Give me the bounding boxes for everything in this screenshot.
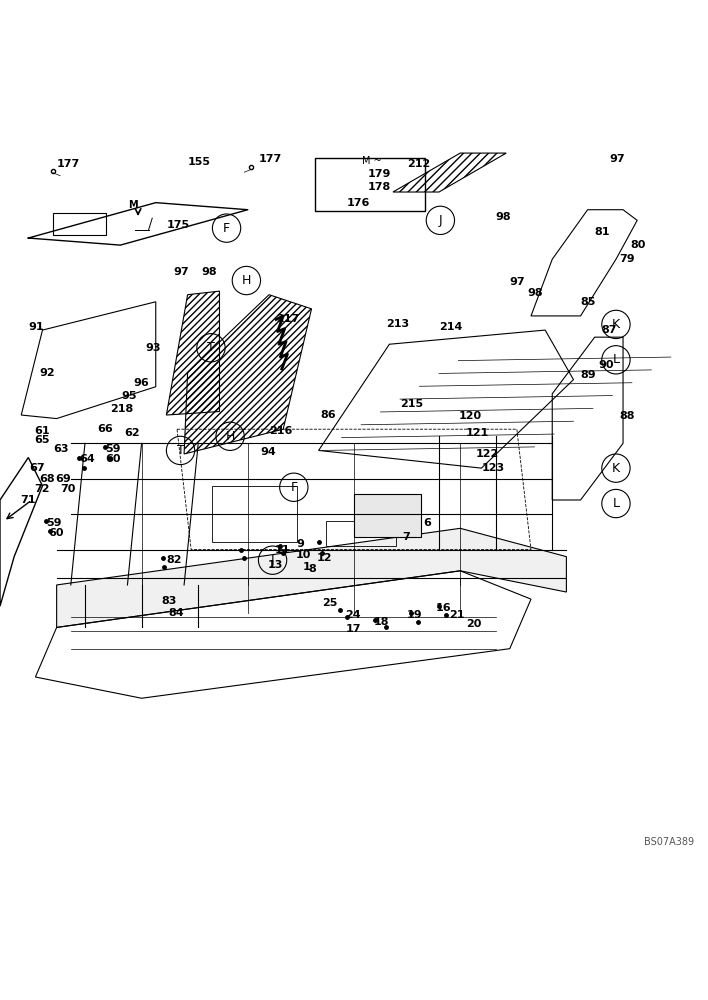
Text: 155: 155 — [188, 157, 210, 167]
Text: 8: 8 — [308, 564, 316, 574]
Text: 20: 20 — [466, 619, 481, 629]
Text: 87: 87 — [602, 325, 617, 335]
Text: 19: 19 — [407, 610, 423, 620]
Text: J: J — [438, 214, 442, 227]
Text: 123: 123 — [481, 463, 505, 473]
Bar — [354, 494, 421, 537]
Text: 97: 97 — [173, 267, 189, 277]
Text: K: K — [612, 462, 620, 475]
Text: J: J — [270, 554, 275, 567]
Text: 13: 13 — [268, 560, 283, 570]
Text: 59: 59 — [105, 444, 120, 454]
Text: 95: 95 — [122, 391, 137, 401]
Text: 215: 215 — [400, 399, 423, 409]
Text: 98: 98 — [527, 288, 543, 298]
Text: 176: 176 — [347, 198, 370, 208]
Text: 62: 62 — [124, 428, 139, 438]
Text: 80: 80 — [630, 240, 646, 250]
Text: 92: 92 — [39, 368, 55, 378]
Text: 90: 90 — [598, 360, 614, 370]
Text: 89: 89 — [581, 370, 596, 380]
Text: 97: 97 — [510, 277, 525, 287]
Text: K: K — [612, 318, 620, 331]
Text: T: T — [177, 444, 184, 457]
Text: 178: 178 — [368, 182, 392, 192]
Text: 9: 9 — [296, 539, 304, 549]
Text: 18: 18 — [374, 617, 389, 627]
Text: 86: 86 — [320, 410, 336, 420]
Text: 64: 64 — [79, 454, 95, 464]
Text: 177: 177 — [57, 159, 80, 169]
Text: 12: 12 — [317, 553, 333, 563]
Text: 214: 214 — [439, 322, 462, 332]
Text: 67: 67 — [30, 463, 45, 473]
Bar — [315, 158, 425, 211]
Text: 94: 94 — [261, 447, 276, 457]
Text: 21: 21 — [450, 610, 465, 620]
Text: 98: 98 — [496, 212, 511, 222]
Text: L: L — [612, 353, 620, 366]
Text: 217: 217 — [276, 314, 299, 324]
Text: T: T — [207, 341, 215, 354]
Text: 97: 97 — [609, 154, 624, 164]
Text: 213: 213 — [386, 319, 409, 329]
Text: BS07A389: BS07A389 — [644, 837, 694, 847]
Text: 120: 120 — [459, 411, 482, 421]
Text: H: H — [241, 274, 251, 287]
Polygon shape — [57, 528, 566, 627]
Text: 1: 1 — [303, 562, 311, 572]
Bar — [212, 486, 297, 542]
Text: F: F — [223, 222, 230, 235]
Text: M: M — [128, 200, 138, 210]
Text: 69: 69 — [55, 474, 71, 484]
Text: 71: 71 — [20, 495, 35, 505]
Text: 216: 216 — [269, 426, 292, 436]
Text: 81: 81 — [595, 227, 610, 237]
Text: L: L — [612, 497, 620, 510]
Text: 83: 83 — [161, 596, 177, 606]
Bar — [53, 213, 106, 234]
Bar — [326, 521, 396, 546]
Text: 68: 68 — [39, 474, 55, 484]
Text: 16: 16 — [435, 603, 451, 613]
Text: 121: 121 — [466, 428, 489, 438]
Text: 60: 60 — [105, 454, 120, 464]
Text: F: F — [290, 481, 297, 494]
Text: 61: 61 — [34, 426, 50, 436]
Text: 63: 63 — [53, 444, 69, 454]
Text: 218: 218 — [110, 404, 133, 414]
Text: 10: 10 — [296, 550, 312, 560]
Text: 84: 84 — [169, 608, 184, 618]
Text: 122: 122 — [476, 449, 499, 459]
Text: 59: 59 — [46, 518, 62, 528]
Text: 98: 98 — [202, 267, 217, 277]
Text: 212: 212 — [407, 159, 430, 169]
Text: H: H — [225, 430, 235, 443]
Text: 60: 60 — [48, 528, 64, 538]
Text: 93: 93 — [145, 343, 161, 353]
Text: 79: 79 — [620, 254, 635, 264]
Text: M ~: M ~ — [362, 156, 382, 166]
Text: 177: 177 — [258, 154, 282, 164]
Text: 11: 11 — [275, 545, 290, 555]
Text: 70: 70 — [60, 484, 76, 494]
Text: 65: 65 — [34, 435, 50, 445]
Text: 72: 72 — [34, 484, 50, 494]
Text: 6: 6 — [423, 518, 431, 528]
Text: 175: 175 — [166, 220, 190, 230]
Text: 179: 179 — [368, 169, 392, 179]
Text: 82: 82 — [166, 555, 182, 565]
Text: 96: 96 — [133, 378, 149, 388]
Text: 88: 88 — [620, 411, 635, 421]
Text: 7: 7 — [402, 532, 410, 542]
Text: 66: 66 — [98, 424, 113, 434]
Text: 91: 91 — [28, 322, 44, 332]
Text: 25: 25 — [322, 598, 338, 608]
Text: 24: 24 — [346, 610, 361, 620]
Text: 85: 85 — [581, 297, 596, 307]
Text: 17: 17 — [346, 624, 361, 634]
